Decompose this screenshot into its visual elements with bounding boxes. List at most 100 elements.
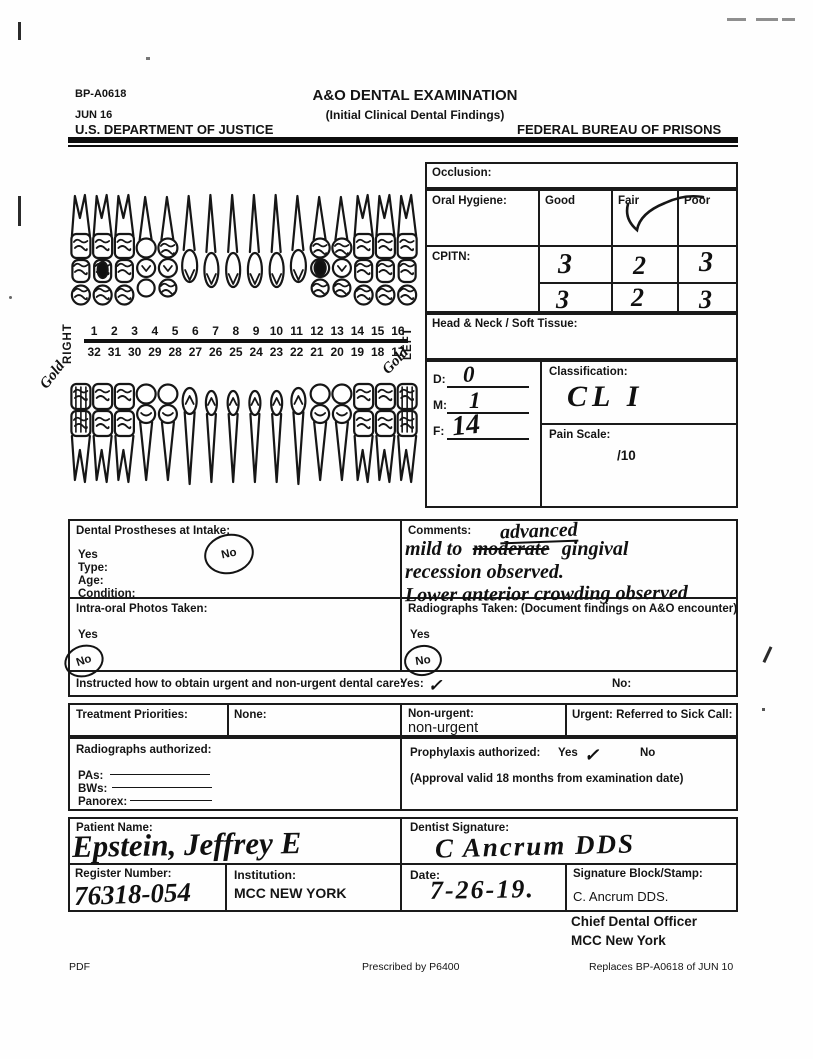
signature-table: Patient Name: Epstein, Jeffrey E Dentist…	[68, 817, 738, 912]
tooth-number: 13	[330, 324, 344, 338]
form-title: A&O DENTAL EXAMINATION	[312, 87, 518, 104]
photos-yes: Yes	[78, 629, 98, 641]
signature-stamp-org: MCC New York	[571, 933, 666, 948]
prostheses-yes: Yes	[78, 549, 98, 561]
dmf-m-value: 1	[469, 388, 481, 413]
comment-text: gingival	[561, 538, 629, 560]
divider	[227, 705, 229, 735]
comment-struck-word: moderate	[472, 538, 550, 560]
divider	[400, 705, 402, 735]
instructed-yes-label: Yes:	[400, 678, 424, 690]
divider	[70, 597, 736, 599]
date-label: Date:	[410, 868, 441, 882]
cpitn-value: 3	[556, 285, 569, 314]
radiographs-yes: Yes	[410, 629, 430, 641]
footer-replaces: Replaces BP-A0618 of JUN 10	[589, 961, 734, 973]
intake-table: Dental Prostheses at Intake: Yes No Type…	[60, 519, 738, 697]
comments-label: Comments:	[408, 525, 472, 537]
instructed-no-label: No:	[612, 678, 632, 690]
header-rule	[68, 137, 738, 143]
panorex-line	[130, 791, 212, 801]
tooth-number: 23	[269, 345, 284, 359]
tooth-number: 8	[232, 324, 240, 338]
tooth-number: 10	[269, 324, 284, 338]
scan-artifact	[756, 18, 778, 21]
tooth-number: 27	[188, 345, 203, 359]
dmf-d-label: D:	[433, 372, 446, 386]
agency-title: FEDERAL BUREAU OF PRISONS	[517, 122, 722, 137]
photos-cell: Intra-oral Photos Taken: Yes No	[60, 599, 400, 683]
classification-value: CL I	[567, 380, 644, 413]
tooth-number: 32	[87, 345, 101, 359]
signature-stamp-title: Chief Dental Officer	[571, 914, 698, 929]
divider	[538, 282, 736, 284]
tooth-number: 26	[208, 345, 223, 359]
scan-artifact	[727, 18, 746, 21]
tooth-number: 29	[148, 345, 162, 359]
cpitn-value: 3	[699, 285, 712, 314]
m-line	[447, 412, 529, 414]
panorex-label: Panorex:	[78, 796, 128, 808]
radiographs-taken-cell: Radiographs Taken: (Document findings on…	[402, 599, 737, 679]
tooth-number: 24	[249, 345, 263, 359]
divider	[427, 245, 538, 247]
date-value: 7-26-19.	[429, 874, 536, 905]
tooth-number: 31	[107, 345, 122, 359]
occlusion-label: Occlusion:	[432, 167, 492, 179]
photos-label: Intra-oral Photos Taken:	[76, 603, 208, 615]
prostheses-cell: Dental Prostheses at Intake: Yes No Type…	[70, 521, 400, 600]
tooth-numbers-lower: 32 31 30 29 28 27 26 25 24 23 22 21 20 19 18 17	[84, 345, 408, 359]
scan-artifact	[18, 22, 21, 40]
tooth-number: 28	[168, 345, 182, 359]
prophylaxis-note: (Approval valid 18 months from examinati…	[410, 773, 684, 785]
divider	[70, 670, 736, 672]
divider	[565, 705, 567, 735]
tooth-number: 12	[310, 324, 324, 338]
divider	[400, 819, 402, 910]
hygiene-option-good: Good	[545, 195, 576, 207]
cpitn-label: CPITN:	[432, 251, 471, 263]
tooth-number: 16	[391, 324, 405, 338]
radiographs-auth-label: Radiographs authorized:	[76, 744, 212, 756]
treatment-nonurgent-value: non-urgent	[408, 720, 479, 736]
tooth-numbers-upper: 1 2 3 4 5 6 7 8 9 10 11 12 13 14 15 16	[84, 324, 408, 338]
authorization-table: Radiographs authorized: PAs: BWs: Panore…	[68, 737, 738, 811]
instructed-label: Instructed how to obtain urgent and non-…	[76, 678, 404, 690]
prophylaxis-label: Prophylaxis authorized:	[410, 747, 541, 759]
tooth-number: 1	[90, 324, 98, 338]
f-line	[447, 438, 529, 440]
form-number: BP-A0618	[75, 88, 127, 100]
radiographs-no: No	[414, 653, 432, 668]
header-rule-thin	[68, 145, 738, 147]
tooth-number: 2	[111, 324, 118, 338]
divider	[540, 362, 542, 506]
dental-chart-lower-teeth	[70, 382, 418, 486]
signature-block-label: Signature Block/Stamp:	[573, 868, 703, 880]
divider	[225, 863, 227, 910]
prophylaxis-no: No	[640, 747, 656, 759]
patient-name-label: Patient Name:	[76, 822, 153, 834]
divider	[542, 423, 736, 425]
dmf-f-value: 14	[450, 408, 482, 443]
divider	[538, 191, 540, 311]
tooth-number: 14	[350, 324, 365, 338]
tooth-number: 25	[229, 345, 243, 359]
dmf-m-label: M:	[433, 398, 447, 412]
footer-format: PDF	[69, 961, 90, 973]
scan-artifact	[146, 57, 150, 60]
comments-cell: Comments: advanced mild to moderate ging…	[402, 519, 736, 607]
tooth-number: 5	[171, 324, 179, 338]
photos-no: No	[74, 652, 94, 670]
signature-block-name: C. Ancrum DDS.	[573, 889, 669, 904]
tooth-number: 15	[370, 324, 385, 338]
prophylaxis-cell: Prophylaxis authorized: Yes ✓ No (Approv…	[402, 739, 736, 809]
divider	[677, 191, 679, 311]
classification-label: Classification:	[549, 366, 628, 378]
bws-line	[112, 778, 212, 788]
oral-hygiene-checkmark	[625, 194, 705, 233]
tooth-number: 17	[391, 345, 405, 359]
pas-line	[110, 765, 210, 775]
form-date: JUN 16	[75, 109, 113, 121]
form-subtitle: (Initial Clinical Dental Findings)	[325, 108, 505, 122]
